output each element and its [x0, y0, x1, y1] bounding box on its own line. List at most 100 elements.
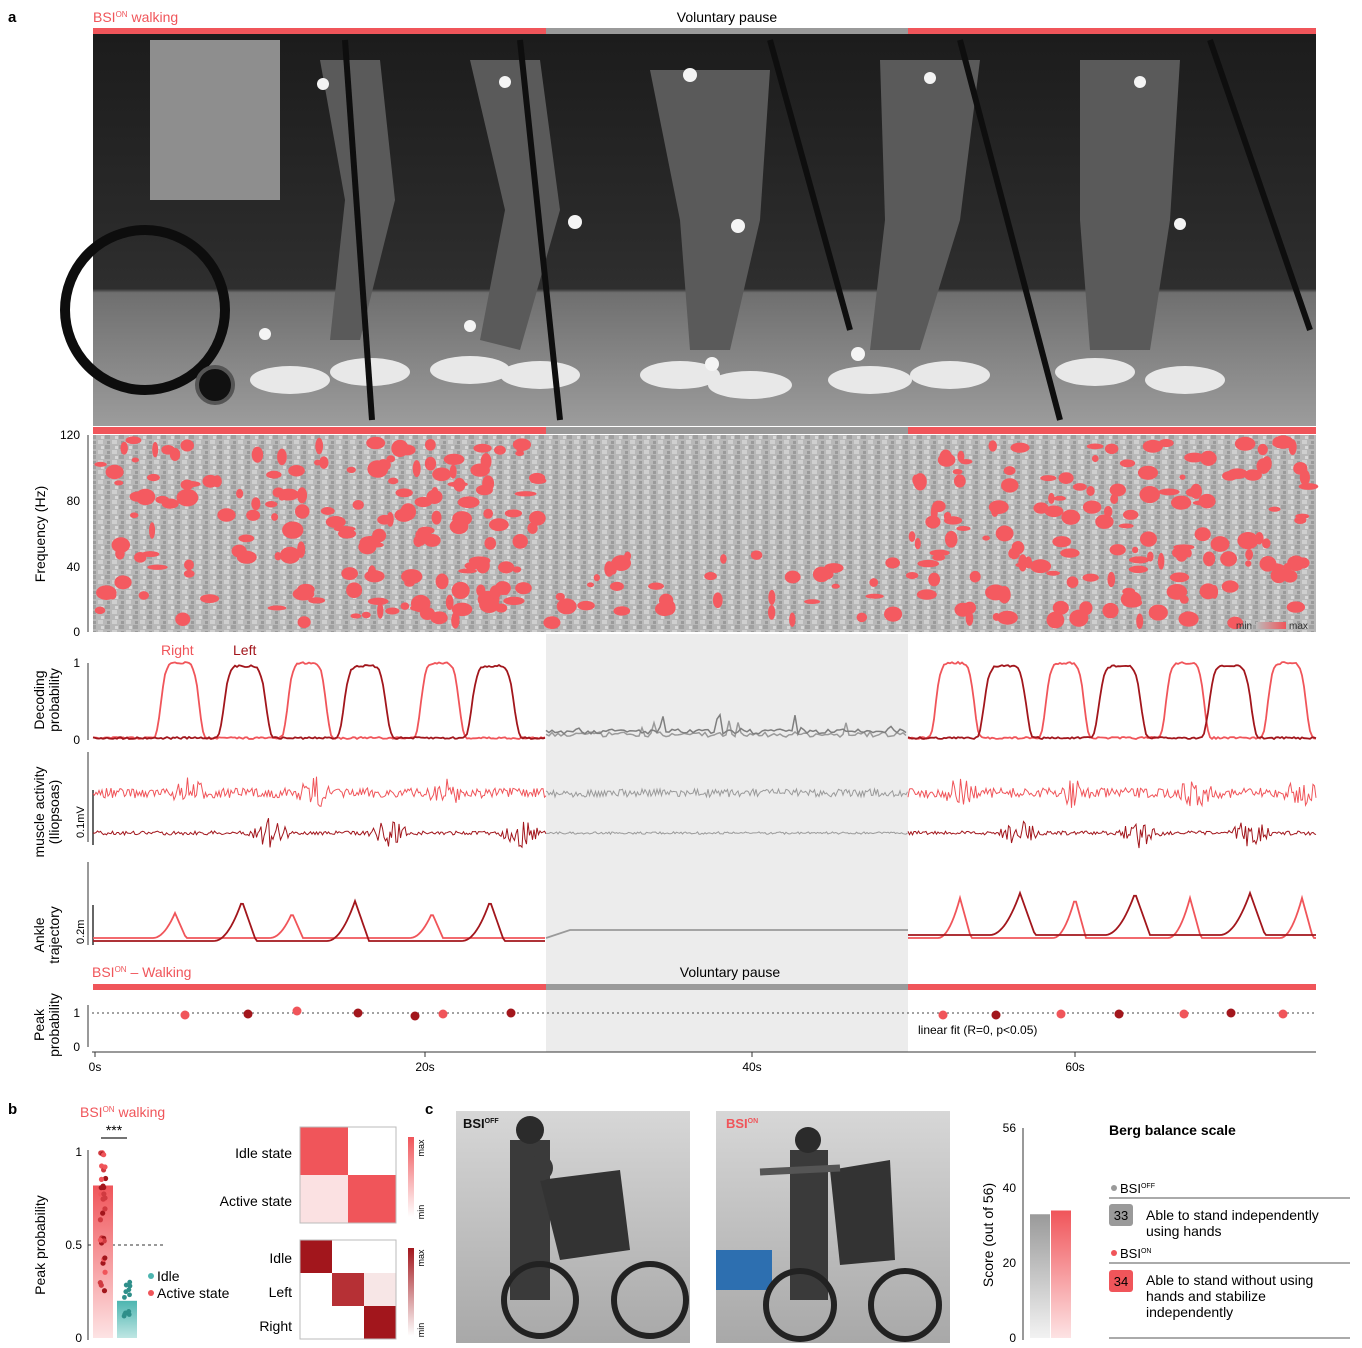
- svg-text:20: 20: [1003, 1256, 1017, 1270]
- top-state-bar-walk2: [908, 28, 1316, 34]
- pause-background: [546, 634, 908, 1052]
- svg-text:56: 56: [1003, 1121, 1017, 1135]
- on-label: BSION: [1120, 1246, 1151, 1261]
- svg-text:min: min: [1236, 621, 1252, 632]
- decoding-left-trace: [92, 664, 1317, 741]
- svg-text:max: max: [416, 1139, 426, 1157]
- ankle-scalebar-label: 0.2m: [75, 920, 87, 944]
- svg-text:max: max: [1289, 621, 1308, 632]
- svg-text:0: 0: [1009, 1331, 1016, 1343]
- bar-bsi-off: [1030, 1214, 1050, 1338]
- peak-dots: [180, 1006, 1288, 1021]
- svg-text:60s: 60s: [1065, 1060, 1084, 1074]
- off-description: Able to stand independently using hands: [1146, 1207, 1319, 1239]
- bottom-label-walking: BSION – Walking: [92, 964, 191, 980]
- photo-bsi-off: BSIOFF: [456, 1111, 690, 1343]
- svg-text:0: 0: [73, 625, 80, 639]
- legend-active: Active state: [157, 1285, 230, 1301]
- bar-bsi-on: [1051, 1210, 1071, 1338]
- berg-title: Berg balance scale: [1109, 1122, 1236, 1138]
- on-score: 34: [1114, 1274, 1128, 1289]
- freq-axis-ticks: 120 80 40 0: [60, 428, 80, 639]
- spectro-state-bar-walk2: [908, 427, 1316, 434]
- svg-text:Right: Right: [259, 1318, 292, 1334]
- score-yticks: 56 40 20 0: [1003, 1121, 1017, 1345]
- ankle-axis-label: Ankletrajectory: [31, 906, 62, 964]
- panel-a-letter: a: [8, 9, 17, 26]
- matrix-gait: Idle Left Right max min: [259, 1239, 426, 1340]
- panel-c-letter: c: [425, 1101, 433, 1118]
- bar-idle: [117, 1300, 137, 1338]
- peak-tick-1: 1: [73, 1006, 80, 1020]
- muscle-axis-label: muscle activity(Iliopsoas): [31, 766, 62, 857]
- svg-text:0.5: 0.5: [65, 1238, 82, 1252]
- panel-b-yticks: 1 0.5 0: [65, 1145, 82, 1345]
- matrix-state: Idle state Active state max min: [220, 1126, 426, 1224]
- emg-right-trace: [92, 776, 1317, 808]
- off-label: BSIOFF: [1120, 1181, 1155, 1196]
- svg-text:0s: 0s: [89, 1060, 102, 1074]
- svg-text:Left: Left: [269, 1284, 292, 1300]
- freq-axis-label: Frequency (Hz): [32, 486, 48, 582]
- spectro-state-bar-walk1: [93, 427, 546, 434]
- panel-b-ylabel: Peak probability: [32, 1195, 48, 1295]
- top-label-pause: Voluntary pause: [677, 9, 778, 25]
- spectrogram: [93, 435, 1319, 632]
- ankle-left-trace: [93, 890, 1316, 942]
- svg-text:0: 0: [75, 1331, 82, 1343]
- decoding-tick-0: 0: [73, 733, 80, 747]
- svg-text:min: min: [416, 1323, 426, 1338]
- legend-idle-dot: [148, 1273, 154, 1279]
- on-description: Able to stand without using hands and sta…: [1146, 1272, 1313, 1320]
- svg-text:min: min: [416, 1205, 426, 1220]
- peak-axis-label: Peakprobability: [31, 993, 62, 1057]
- bottom-state-bar-walk2: [908, 984, 1316, 990]
- bottom-label-pause: Voluntary pause: [680, 964, 781, 980]
- svg-text:BSION: BSION: [726, 1116, 758, 1131]
- on-dot: [1111, 1250, 1117, 1256]
- svg-text:BSIOFF: BSIOFF: [463, 1116, 499, 1131]
- panel-b-title: BSION walking: [80, 1104, 165, 1120]
- emg-pause-trace-2: [546, 831, 908, 836]
- off-score: 33: [1114, 1208, 1128, 1223]
- on-score-badge: [1109, 1270, 1133, 1292]
- photo-bsi-on: BSION: [716, 1111, 950, 1343]
- decoding-pause-trace-2: [545, 712, 907, 737]
- svg-text:1: 1: [75, 1145, 82, 1159]
- fit-label: linear fit (R=0, p<0.05): [918, 1023, 1037, 1037]
- decoding-right-trace: [93, 660, 1317, 740]
- bottom-state-bar-pause: [546, 984, 908, 990]
- spectro-state-bar-pause: [546, 427, 908, 434]
- top-state-bar-pause: [546, 28, 908, 34]
- svg-text:20s: 20s: [415, 1060, 434, 1074]
- legend-right: Right: [161, 642, 194, 658]
- legend-left: Left: [233, 642, 256, 658]
- off-score-badge: [1109, 1204, 1133, 1226]
- svg-text:Idle: Idle: [269, 1250, 292, 1266]
- top-state-bar-walk1: [93, 28, 546, 34]
- decoding-tick-1: 1: [73, 656, 80, 670]
- legend-idle: Idle: [157, 1268, 180, 1284]
- score-ylabel: Score (out of 56): [980, 1183, 996, 1287]
- emg-left-trace: [92, 818, 1317, 849]
- svg-text:40: 40: [67, 560, 81, 574]
- panel-b-dots: [97, 1150, 133, 1319]
- peak-tick-0: 0: [73, 1040, 80, 1054]
- svg-text:120: 120: [60, 428, 80, 442]
- svg-text:80: 80: [67, 494, 81, 508]
- decoding-pause-trace-1: [545, 720, 907, 739]
- bottom-state-bar-walk1: [93, 984, 546, 990]
- time-axis-ticks: 0s 20s 40s 60s: [89, 1052, 1085, 1074]
- svg-text:Active state: Active state: [220, 1193, 293, 1209]
- svg-text:40: 40: [1003, 1181, 1017, 1195]
- top-label-walking: BSION walking: [93, 9, 178, 25]
- emg-scalebar-label: 0.1mV: [75, 806, 87, 838]
- significance-stars: ***: [106, 1122, 123, 1138]
- spectrogram-colorbar: min max: [1236, 621, 1308, 632]
- walking-photo-sequence: [60, 34, 1316, 426]
- emg-pause-trace-1: [545, 787, 908, 799]
- decoding-axis-label: Decodingprobability: [31, 668, 62, 732]
- off-dot: [1111, 1185, 1117, 1191]
- legend-active-dot: [148, 1290, 154, 1296]
